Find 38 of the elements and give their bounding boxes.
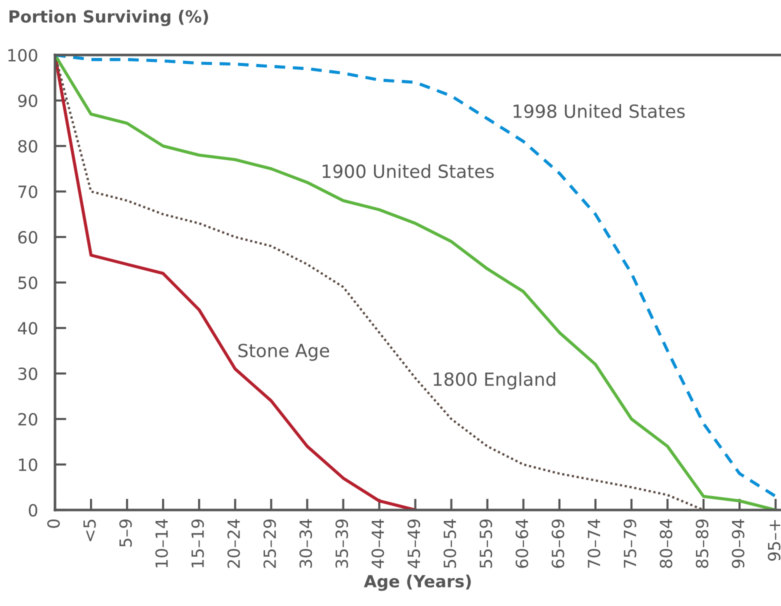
- x-tick-label: 70–74: [588, 519, 600, 568]
- x-tick-label: 95–+: [768, 520, 780, 561]
- y-tick-label: 60: [18, 230, 38, 244]
- y-tick-label: 100: [8, 48, 38, 62]
- series-label: Stone Age: [238, 344, 330, 361]
- x-tick-label: 45–49: [408, 520, 420, 568]
- x-tick-label: 60–64: [516, 519, 528, 568]
- x-tick-label: 20–24: [227, 519, 240, 568]
- y-tick-label: 70: [18, 185, 38, 198]
- y-tick-label: 30: [18, 367, 38, 380]
- x-tick-label: 10–14: [155, 519, 168, 568]
- y-tick-label: 10: [18, 458, 38, 472]
- series-label: 1800 England: [434, 372, 556, 390]
- y-tick-label: 90: [18, 94, 38, 108]
- x-tick-label: 75–79: [624, 520, 636, 568]
- series-label: 1998 United States: [514, 104, 685, 118]
- x-tick-label: <5: [83, 520, 96, 542]
- x-tick-label: 40–44: [371, 519, 384, 568]
- x-tick-label: 30–34: [299, 519, 312, 568]
- x-tick-label: 35–39: [335, 520, 348, 568]
- y-tick-label: 20: [18, 412, 38, 426]
- x-tick-label: 55–59: [480, 520, 492, 568]
- y-tick-label: 80: [18, 140, 38, 153]
- x-tick-label: 65–69: [552, 520, 564, 568]
- x-tick-label: 5–9: [119, 520, 132, 547]
- x-tick-label: 50–54: [444, 519, 456, 568]
- x-tick-label: 0: [47, 519, 60, 528]
- x-tick-label: 90–94: [732, 519, 744, 568]
- x-tick-label: 15–19: [191, 520, 204, 568]
- x-tick-label: 85–89: [696, 520, 708, 568]
- x-tick-label: 25–29: [263, 520, 276, 568]
- y-tick-label: 50: [18, 276, 38, 290]
- series-label: 1900 United States: [322, 164, 494, 178]
- chart-title: Portion Surviving (%): [10, 10, 208, 26]
- y-tick-label: 0: [28, 504, 38, 517]
- x-axis-title: Age (Years): [364, 574, 471, 591]
- x-tick-label: 80–84: [660, 519, 672, 568]
- y-tick-label: 40: [18, 322, 38, 335]
